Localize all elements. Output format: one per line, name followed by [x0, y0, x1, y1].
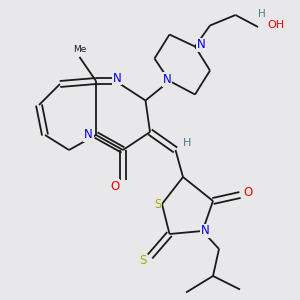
Text: S: S — [154, 197, 161, 211]
Text: OH: OH — [268, 20, 285, 31]
Text: N: N — [84, 128, 93, 142]
Text: H: H — [258, 9, 266, 20]
Text: N: N — [197, 38, 206, 52]
Text: N: N — [112, 71, 122, 85]
Text: Me: Me — [73, 45, 86, 54]
Text: H: H — [183, 138, 191, 148]
Text: N: N — [201, 224, 210, 238]
Text: O: O — [243, 185, 252, 199]
Text: O: O — [110, 179, 119, 193]
Text: N: N — [163, 73, 172, 86]
Text: S: S — [139, 254, 146, 268]
